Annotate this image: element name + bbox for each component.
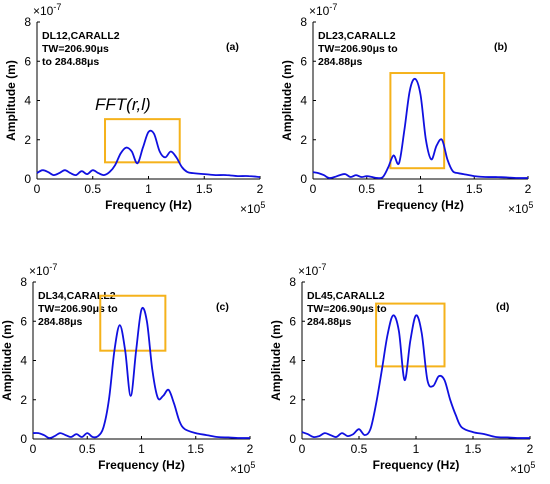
x-tick-label: 0.5 [84,182,101,196]
y-tick-label: 2 [300,133,307,147]
x-tick-label: 0 [34,182,41,196]
x-axis-label: Frequency (Hz) [98,458,185,472]
y-tick-label: 6 [20,314,27,328]
x-tick-label: 1 [413,442,420,456]
x-exponent-label: ×105 [240,200,265,216]
y-exponent-label: ×10-7 [309,2,337,18]
y-tick-label: 6 [289,314,296,328]
x-tick-label: 1.5 [187,442,204,456]
y-tick-label: 4 [20,354,27,368]
series-line [36,129,261,178]
annotation-line: 284.88μs [38,316,83,328]
x-tick-label: 2 [527,442,534,456]
highlight-box [389,72,446,170]
chart-panel: 0 0.5 1 1.5 2 0 2 4 6 8 Frequency (Hz) Amplitude (m… [280,2,533,216]
y-tick-label: 4 [24,94,31,108]
x-exponent-label: ×105 [508,200,533,216]
panel-label: (d) [496,301,509,313]
chart-panel: 0 0.5 1 1.5 2 0 2 4 6 8 Frequency (Hz) Amplitude (m… [269,262,535,476]
series-line [312,77,529,180]
series-line [32,306,251,439]
annotation-line: to 284.88μs [42,56,99,68]
y-axis-label: Amplitude (m) [0,320,14,401]
x-tick-label: 1.5 [465,442,482,456]
x-tick-label: 2 [247,442,254,456]
x-tick-label: 1.5 [196,182,213,196]
y-tick-label: 6 [24,54,31,68]
y-tick-label: 2 [24,133,31,147]
y-tick-label: 0 [20,432,27,446]
y-exponent-label: ×10-7 [298,262,326,278]
x-tick-label: 0 [299,442,306,456]
annotation-line: DL23,CARALL2 [318,30,396,42]
highlight-label: FFT(r,l) [95,95,151,114]
x-exponent-label: ×105 [510,460,535,476]
x-axis-label: Frequency (Hz) [377,198,464,212]
x-tick-label: 1.5 [466,182,483,196]
x-tick-label: 2 [257,182,264,196]
highlight-box [375,302,446,368]
y-tick-label: 6 [300,54,307,68]
x-tick-label: 1 [138,442,145,456]
x-tick-label: 1 [145,182,152,196]
x-tick-label: 0 [310,182,317,196]
y-tick-label: 8 [289,275,296,289]
y-exponent-label: ×10-7 [29,262,57,278]
y-exponent-label: ×10-7 [33,2,61,18]
annotation-line: DL45,CARALL2 [307,290,385,302]
x-tick-label: 0.5 [351,442,368,456]
annotation-line: TW=206.90μs [42,43,109,55]
x-tick-label: 0.5 [358,182,375,196]
chart-panel: 0 0.5 1 1.5 2 0 2 4 6 8 Frequency (Hz) Amplitude (m… [0,262,255,476]
panel-label: (a) [226,41,239,53]
x-exponent-label: ×105 [230,460,255,476]
x-axis-label: Frequency (Hz) [373,458,460,472]
y-tick-label: 4 [300,94,307,108]
x-tick-label: 2 [525,182,532,196]
annotation-line: TW=206.90μs to [318,43,398,55]
y-tick-label: 8 [24,15,31,29]
x-tick-label: 0.5 [79,442,96,456]
x-tick-label: 1 [417,182,424,196]
annotation-line: 284.88μs [318,56,363,68]
panel-label: (b) [494,41,507,53]
y-tick-label: 4 [289,354,296,368]
annotation-line: DL34,CARALL2 [38,290,116,302]
y-tick-label: 0 [300,172,307,186]
chart-panel: 0 0.5 1 1.5 2 0 2 4 6 8 Frequency (Hz) Amplitude (m… [4,2,265,216]
highlight-box [99,294,167,352]
y-tick-label: 8 [20,275,27,289]
y-tick-label: 8 [300,15,307,29]
y-axis-label: Amplitude (m) [269,320,283,401]
series-line [301,314,531,439]
y-axis-label: Amplitude (m) [280,60,294,141]
x-tick-label: 0 [30,442,37,456]
x-axis-label: Frequency (Hz) [105,198,192,212]
y-tick-label: 2 [289,393,296,407]
highlight-box [104,118,181,164]
annotation-line: DL12,CARALL2 [42,30,120,42]
y-tick-label: 2 [20,393,27,407]
y-tick-label: 0 [24,172,31,186]
annotation-line: TW=206.90μs to [38,303,118,315]
y-axis-label: Amplitude (m) [4,60,18,141]
annotation-line: 284.88μs [307,316,352,328]
panel-label: (c) [216,301,229,313]
y-tick-label: 0 [289,432,296,446]
annotation-line: TW=206.90μs to [307,303,387,315]
